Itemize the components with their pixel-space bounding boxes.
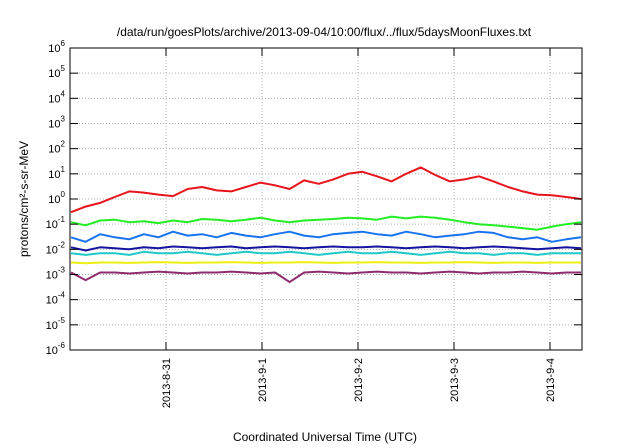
y-tick-label: 104	[48, 89, 65, 105]
series-line	[70, 166, 582, 214]
y-tick-label: 10-3	[46, 266, 66, 282]
series-line	[70, 270, 581, 284]
x-axis-label: Coordinated Universal Time (UTC)	[233, 430, 417, 444]
x-tick-label: 2013-9-3	[449, 358, 461, 402]
x-tick-label: 2013-8-31	[161, 358, 173, 408]
y-tick-label: 10-4	[46, 291, 66, 307]
x-tick-label: 2013-9-2	[353, 358, 365, 402]
y-axis-label: protons/cm²-s-sr-MeV	[17, 141, 31, 257]
series-line	[70, 245, 582, 252]
y-tick-label: 10-1	[46, 215, 66, 231]
y-tick-label: 10-6	[46, 341, 66, 357]
series-line	[70, 261, 581, 265]
x-tick-label: 2013-9-4	[545, 358, 557, 402]
series-line	[70, 250, 581, 256]
grid	[70, 48, 582, 350]
y-tick-label: 101	[48, 165, 65, 181]
x-axis: 2013-8-31 2013-9-1 2013-9-2 2013-9-3 2013-9-…	[161, 48, 557, 408]
y-tick-label: 10-5	[46, 316, 66, 332]
y-tick-label: 102	[48, 140, 65, 156]
series-lines	[70, 166, 582, 284]
y-axis: 10-6 10-5 10-4 10-3 10-2 10-1 100 101 102 103 104 1…	[46, 39, 582, 357]
series-line	[70, 215, 582, 231]
y-tick-label: 105	[48, 64, 65, 80]
y-tick-label: 103	[48, 115, 65, 131]
x-tick-label: 2013-9-1	[257, 358, 269, 402]
y-tick-label: 106	[48, 39, 65, 55]
y-tick-label: 10-2	[46, 240, 66, 256]
chart-title: /data/run/goesPlots/archive/2013-09-04/1…	[117, 25, 532, 39]
y-tick-label: 100	[48, 190, 65, 206]
series-line	[70, 230, 582, 243]
